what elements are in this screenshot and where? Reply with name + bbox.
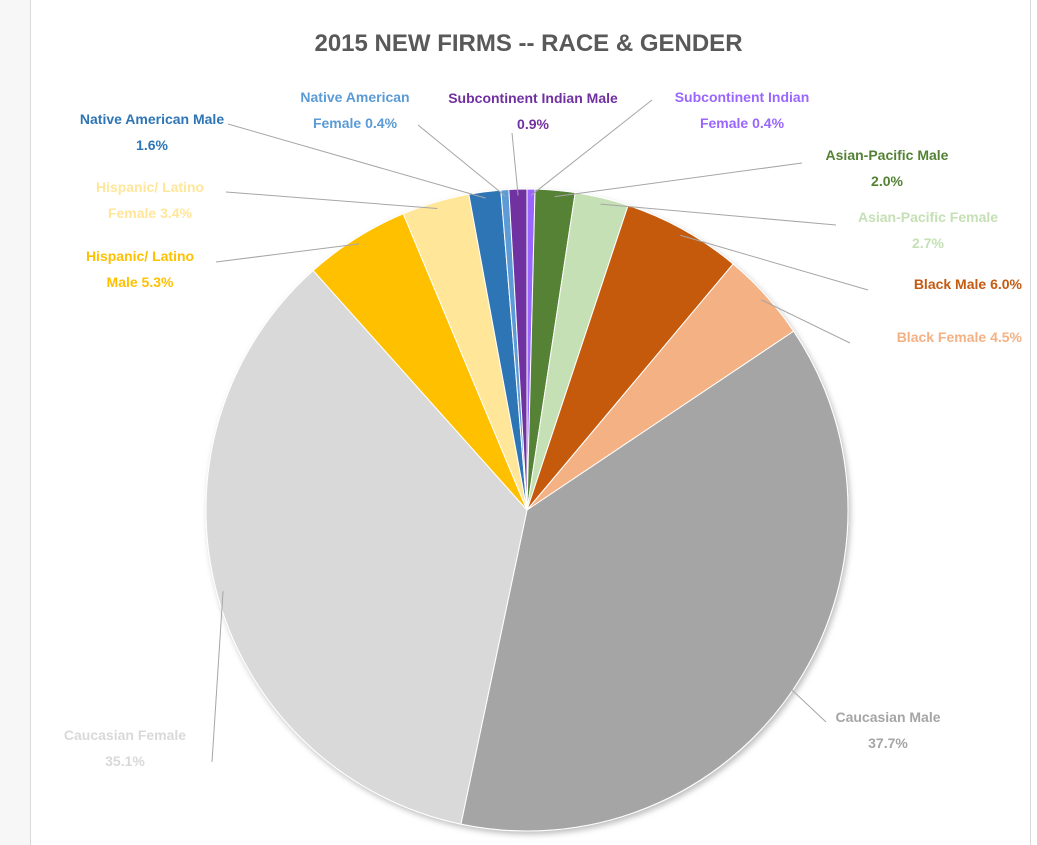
label-value: 2.7% xyxy=(912,235,944,251)
data-label: Black Male 6.0% xyxy=(802,271,1022,297)
leader-line xyxy=(211,591,224,763)
label-category: Asian-Pacific Male xyxy=(825,147,949,163)
data-label: Subcontinent Indian Female 0.4% xyxy=(657,84,827,136)
data-label: Asian-Pacific Female 2.7% xyxy=(846,204,1011,256)
label-value: 1.6% xyxy=(136,137,168,153)
data-label: Hispanic/ Latino Female 3.4% xyxy=(80,174,220,226)
label-category: Asian-Pacific Female xyxy=(857,209,999,225)
label-value: 2.0% xyxy=(871,173,903,189)
label-category: Caucasian Male xyxy=(835,709,941,725)
label-value: 6.0% xyxy=(990,276,1022,292)
label-value: 37.7% xyxy=(868,735,908,751)
leader-line xyxy=(417,124,506,197)
label-category: Caucasian Female xyxy=(63,727,187,743)
pie-slice xyxy=(460,330,849,832)
label-value: 5.3% xyxy=(141,274,174,290)
label-value: 35.1% xyxy=(105,753,145,769)
label-value: 3.4% xyxy=(160,205,193,221)
label-category: Black Male xyxy=(913,276,987,292)
data-label: Caucasian Male 37.7% xyxy=(823,704,953,756)
leader-line xyxy=(227,123,486,199)
label-category: Hispanic/ Latino Female xyxy=(95,179,205,221)
leader-line xyxy=(600,203,837,226)
label-category: Black Female xyxy=(896,329,987,345)
data-label: Subcontinent Indian Male 0.9% xyxy=(448,85,618,137)
label-category: Subcontinent Indian Male xyxy=(448,90,618,106)
leader-line xyxy=(787,685,827,723)
data-label: Native American Male 1.6% xyxy=(80,106,225,158)
leader-line xyxy=(760,299,851,344)
pie-slice xyxy=(205,269,528,825)
label-value: 4.5% xyxy=(990,329,1022,345)
label-category: Subcontinent Indian Female xyxy=(674,89,810,131)
data-label: Asian-Pacific Male 2.0% xyxy=(812,142,962,194)
data-label: Native American Female 0.4% xyxy=(280,84,430,136)
leader-line xyxy=(215,243,360,263)
leader-lines xyxy=(211,99,869,763)
label-category: Native American Male xyxy=(79,111,225,127)
leader-line xyxy=(530,99,653,196)
pie-slice xyxy=(526,204,734,511)
label-value: 0.4% xyxy=(752,115,785,131)
sheet-margin xyxy=(0,0,30,845)
leader-line xyxy=(511,132,519,196)
data-label: Caucasian Female 35.1% xyxy=(50,722,200,774)
leader-line xyxy=(554,162,803,198)
label-category: Hispanic/ Latino Male xyxy=(85,248,195,290)
pie xyxy=(205,188,849,832)
data-label: Hispanic/ Latino Male 5.3% xyxy=(70,243,210,295)
label-value: 0.4% xyxy=(365,115,398,131)
data-label: Black Female 4.5% xyxy=(802,324,1022,350)
leader-line xyxy=(225,191,438,209)
label-value: 0.9% xyxy=(517,116,549,132)
label-category: Native American Female xyxy=(300,89,410,131)
chart-title: 2015 NEW FIRMS -- RACE & GENDER xyxy=(314,30,743,57)
leader-line xyxy=(680,234,869,291)
